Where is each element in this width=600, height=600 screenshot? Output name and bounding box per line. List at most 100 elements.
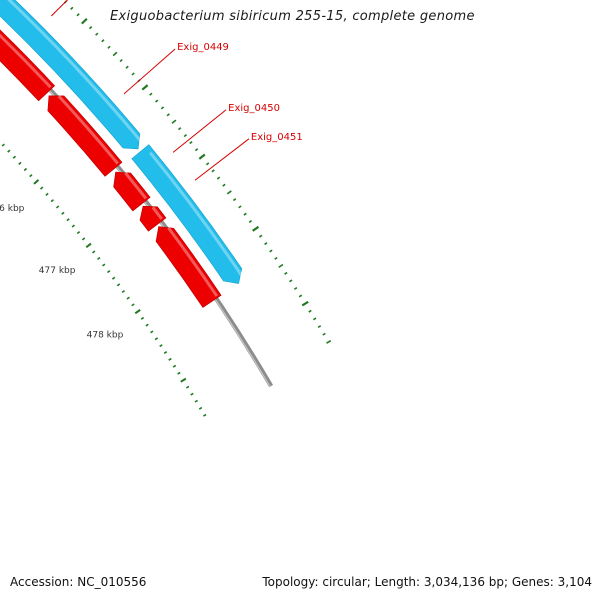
- scale-tick: [168, 357, 172, 361]
- scale-tick: [308, 309, 312, 313]
- scale-tick: [76, 13, 80, 17]
- scale-tick: [203, 413, 207, 417]
- feature-highlight: [124, 171, 148, 200]
- scale-tick: [107, 45, 111, 49]
- scale-tick: [111, 276, 116, 280]
- scale-tick: [177, 371, 181, 375]
- scale-tick: [159, 344, 163, 348]
- scale-tick: [81, 17, 88, 25]
- scale-tick: [177, 127, 182, 131]
- scale-tick: [172, 364, 177, 368]
- scale-label: 477 kbp: [39, 266, 76, 276]
- scale-tick: [112, 51, 118, 57]
- feature-label[interactable]: Exig_0450: [228, 103, 280, 114]
- scale-tick: [160, 106, 165, 110]
- feature-exig-0450[interactable]: [113, 171, 151, 212]
- feature-track: [0, 0, 245, 308]
- scale-tick: [163, 350, 168, 354]
- scale-tick: [185, 385, 190, 389]
- scale-tick: [61, 211, 65, 215]
- scale-tick: [7, 149, 11, 153]
- scale-tick: [216, 176, 221, 180]
- scale-tick: [183, 134, 187, 138]
- feature-forward-gene-2[interactable]: [131, 144, 245, 284]
- scale-tick: [326, 339, 332, 344]
- scale-label: 476 kbp: [0, 204, 25, 214]
- scale-tick: [150, 330, 154, 334]
- scale-tick: [50, 199, 54, 203]
- scale-tick: [107, 270, 111, 274]
- feature-body[interactable]: [155, 226, 222, 308]
- feature-body[interactable]: [47, 95, 123, 177]
- map-title: Exiguobacterium sibiricum 255-15, comple…: [110, 9, 475, 24]
- scale-tick: [39, 186, 44, 190]
- scale-tick: [180, 377, 187, 383]
- scale-tick: [274, 256, 278, 260]
- genome-summary: Topology: circular; Length: 3,034,136 bp…: [262, 575, 592, 589]
- scale-tick: [33, 179, 40, 185]
- scale-tick: [71, 224, 75, 228]
- scale-tick: [70, 6, 74, 10]
- label-leaders: [50, 0, 250, 181]
- scale-tick: [12, 155, 17, 159]
- scale-tick: [205, 162, 210, 166]
- scale-tick: [322, 332, 326, 336]
- feature-body[interactable]: [139, 205, 167, 232]
- scale-tick: [85, 242, 92, 249]
- feature-body[interactable]: [113, 171, 151, 212]
- feature-highlight: [0, 33, 52, 89]
- feature-label[interactable]: Exig_0449: [177, 42, 229, 53]
- feature-label[interactable]: Exig_0451: [251, 132, 303, 143]
- scale-tick: [18, 161, 22, 165]
- scale-tick: [131, 303, 135, 307]
- scale-tick: [226, 190, 232, 195]
- label-leader: [172, 109, 227, 153]
- scale-tick: [298, 294, 303, 298]
- feature-forward-gene-1[interactable]: [0, 0, 144, 150]
- scale-tick: [155, 99, 159, 103]
- scale-tick: [125, 65, 129, 69]
- scale-tick: [131, 72, 135, 76]
- scale-tick: [317, 325, 322, 329]
- scale-labels: 471 kbp472 kbp473 kbp474 kbp475 kbp476 k…: [0, 204, 124, 340]
- scale-tick: [66, 218, 70, 222]
- accession-text: Accession: NC_010556: [10, 575, 147, 589]
- scale-tick: [154, 337, 159, 341]
- feature-labels: Exig_R0056Exig_0446Exig_0447Exig_0448Exi…: [177, 42, 303, 143]
- scale-tick: [76, 230, 81, 235]
- scale-tick: [45, 192, 49, 196]
- scale-tick: [95, 32, 99, 36]
- scale-tick: [92, 250, 96, 254]
- feature-body[interactable]: [0, 19, 56, 102]
- scale-tick: [140, 316, 145, 320]
- scale-tick: [81, 237, 86, 241]
- scale-tick: [198, 153, 206, 160]
- scale-tick: [145, 323, 149, 327]
- label-leader: [50, 0, 69, 17]
- label-leader: [123, 48, 176, 95]
- scale-tick: [198, 406, 203, 410]
- feature-exig-0449[interactable]: [47, 95, 123, 177]
- scale-tick: [264, 242, 268, 246]
- scale-tick: [97, 256, 101, 261]
- label-leader: [194, 138, 250, 181]
- scale-tick: [259, 234, 263, 238]
- feature-highlight: [151, 206, 163, 220]
- feature-body[interactable]: [0, 0, 141, 150]
- scale-tick: [190, 392, 194, 396]
- feature-body[interactable]: [131, 144, 243, 284]
- feature-exig-0448[interactable]: [0, 19, 56, 102]
- scale-ticks: [1, 0, 332, 417]
- scale-tick: [194, 399, 198, 403]
- scale-tick: [149, 92, 153, 96]
- scale-tick: [119, 58, 123, 63]
- scale-tick: [166, 113, 170, 117]
- feature-exig-0452[interactable]: [155, 226, 222, 308]
- scale-tick: [269, 249, 273, 253]
- scale-tick: [29, 174, 33, 178]
- scale-tick: [189, 141, 193, 145]
- scale-tick: [238, 205, 242, 209]
- feature-exig-0451[interactable]: [139, 205, 167, 232]
- scale-tick: [248, 219, 253, 224]
- scale-tick: [211, 169, 215, 173]
